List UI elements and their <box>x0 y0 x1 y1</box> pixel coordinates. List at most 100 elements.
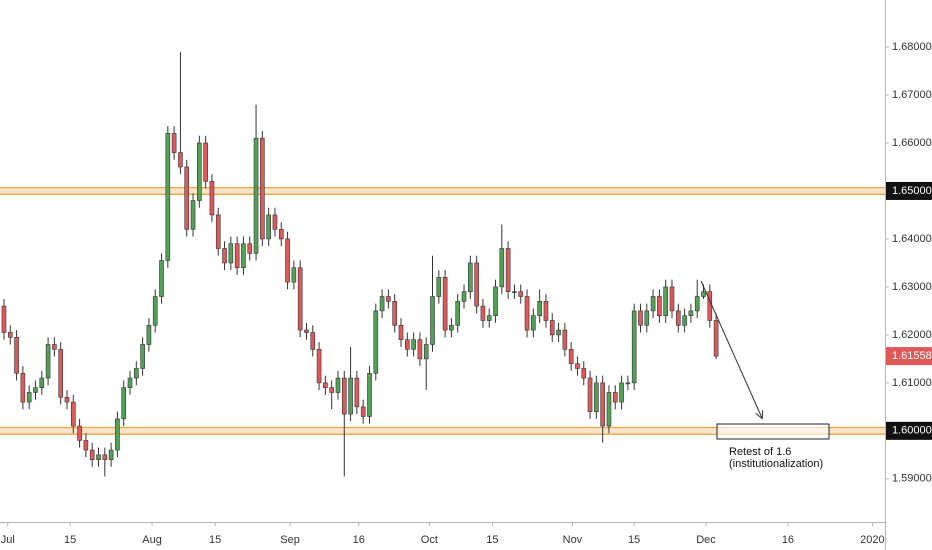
candle-body <box>234 243 240 269</box>
annotation-line: (institutionalization) <box>729 458 823 470</box>
y-tick-label: 1.61000 <box>892 377 932 389</box>
candle-body <box>253 137 259 254</box>
x-tick-label: Aug <box>142 534 162 546</box>
candle-body <box>713 320 719 357</box>
candle-body <box>278 229 284 240</box>
candle-body <box>203 142 208 182</box>
candle-body <box>612 392 618 403</box>
level-label: 1.60000 <box>892 425 932 437</box>
candle-body <box>657 296 662 316</box>
candle-body <box>89 449 95 460</box>
candle-body <box>625 382 631 385</box>
x-tick-label: 15 <box>209 534 221 546</box>
annotation-line: Retest of 1.6 <box>729 446 791 458</box>
candle-body <box>587 377 593 412</box>
axes: 1.68000 1.67000 1.66000 1.64000 1.63000 1.620… <box>1 41 932 546</box>
candle-body <box>1 305 7 333</box>
candle-body <box>701 291 706 297</box>
candle-body <box>543 301 549 321</box>
candle-body <box>52 344 57 350</box>
candle-body <box>360 406 366 417</box>
candle-body <box>335 377 341 393</box>
level-label-box <box>886 181 932 200</box>
candle-body <box>430 296 435 345</box>
level-label-box <box>886 421 932 440</box>
candle-body <box>688 310 694 316</box>
target-box <box>716 423 830 440</box>
candle-body <box>96 454 101 460</box>
candle-body <box>474 262 479 307</box>
candle-body <box>461 291 467 302</box>
candle-body <box>694 296 700 312</box>
candle-body <box>442 277 448 331</box>
y-tick-label: 1.66000 <box>892 137 932 149</box>
candle-body <box>468 262 473 293</box>
candle-body <box>575 363 580 369</box>
y-tick-label: 1.68000 <box>892 41 932 53</box>
candle-body <box>669 286 675 312</box>
candle-body <box>197 142 202 201</box>
x-tick-label: 2020 <box>860 534 884 546</box>
candle-body <box>184 166 190 230</box>
candle-body <box>247 243 253 254</box>
candle-body <box>449 324 454 331</box>
candle-body <box>417 339 423 360</box>
candle-body <box>45 344 51 379</box>
candle-body <box>367 372 372 417</box>
candle-body <box>549 320 555 336</box>
candle-body <box>266 214 271 240</box>
candle-body <box>663 286 668 316</box>
candle-body <box>108 449 114 460</box>
candle-body <box>493 286 498 316</box>
candle-body <box>638 310 643 326</box>
y-tick-label: 1.64000 <box>892 233 932 245</box>
y-tick-label: 1.67000 <box>892 89 932 101</box>
candle-body <box>285 238 290 283</box>
x-tick-label: Nov <box>563 534 583 546</box>
candle-body <box>310 332 316 350</box>
candle-body <box>115 418 120 451</box>
candle-body <box>411 339 416 350</box>
candle-body <box>215 214 221 249</box>
candle-body <box>455 301 461 326</box>
candle-body <box>480 305 486 321</box>
candle-body <box>373 310 379 374</box>
candle-body <box>581 368 587 379</box>
candle-body <box>631 310 637 384</box>
candle-body <box>348 377 353 415</box>
candle-body <box>537 301 542 316</box>
x-tick-label: 15 <box>486 534 498 546</box>
candle-body <box>518 291 524 297</box>
candle-body <box>209 181 215 216</box>
candle-body <box>436 277 442 297</box>
candle-body <box>134 368 139 379</box>
x-tick-label: 15 <box>628 534 640 546</box>
candle-body <box>26 392 32 403</box>
candle-body <box>386 296 391 302</box>
candle-body <box>190 200 196 230</box>
candles <box>1 51 719 477</box>
candle-body <box>222 248 227 264</box>
candle-body <box>241 243 246 269</box>
candle-body <box>524 296 530 331</box>
candle-body <box>20 372 26 403</box>
candle-body <box>291 267 297 283</box>
candle-body <box>562 329 568 350</box>
candle-body <box>14 336 19 374</box>
candle-body <box>297 267 303 331</box>
candle-body <box>121 387 127 420</box>
x-tick-label: Jul <box>1 534 15 546</box>
candle-body <box>228 243 234 264</box>
x-tick-label: 16 <box>353 534 365 546</box>
candle-body <box>178 152 183 168</box>
candle-body <box>64 396 70 403</box>
level-label: 1.65000 <box>892 185 932 197</box>
candle-body <box>707 291 713 321</box>
candle-body <box>512 291 517 294</box>
candle-body <box>594 382 599 412</box>
candle-body <box>354 377 360 408</box>
candle-body <box>379 296 385 312</box>
last-price-box <box>886 347 932 366</box>
candle-body <box>329 387 334 393</box>
candle-body <box>423 344 429 360</box>
